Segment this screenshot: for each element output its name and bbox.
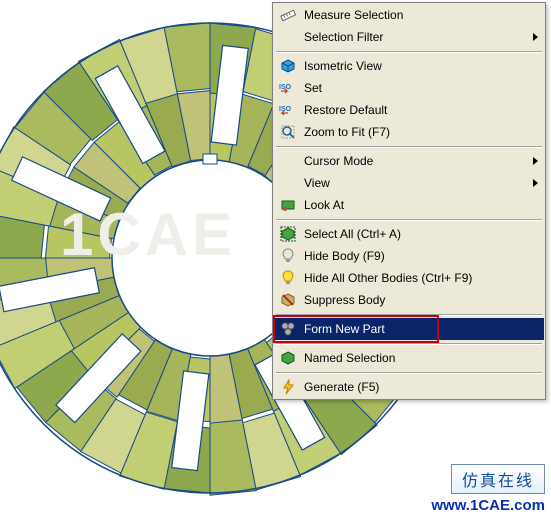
generate-icon bbox=[278, 378, 298, 396]
context-menu[interactable]: Measure Selection Selection Filter Isometr… bbox=[272, 2, 546, 400]
submenu-arrow-icon bbox=[533, 33, 538, 41]
iso-restore-icon: ISO bbox=[278, 101, 298, 119]
svg-text:ISO: ISO bbox=[279, 106, 292, 113]
suppress-icon bbox=[278, 291, 298, 309]
menu-item-generate-f5[interactable]: Generate (F5) bbox=[274, 376, 544, 398]
blank-icon bbox=[278, 152, 298, 170]
select-all-icon bbox=[278, 225, 298, 243]
menu-item-label: Measure Selection bbox=[304, 8, 528, 22]
menu-item-label: View bbox=[304, 176, 528, 190]
iso-cube-icon bbox=[278, 57, 298, 75]
menu-item-label: Cursor Mode bbox=[304, 154, 528, 168]
footer-url: www.1CAE.com bbox=[431, 497, 545, 514]
menu-item-set[interactable]: ISO Set bbox=[274, 77, 544, 99]
bulb-off-icon bbox=[278, 247, 298, 265]
blank-icon bbox=[278, 174, 298, 192]
menu-item-label: Restore Default bbox=[304, 103, 528, 117]
menu-item-label: Select All (Ctrl+ A) bbox=[304, 227, 528, 241]
bulb-on-icon bbox=[278, 269, 298, 287]
submenu-arrow-icon bbox=[533, 157, 538, 165]
menu-item-look-at[interactable]: Look At bbox=[274, 194, 544, 216]
menu-item-form-new-part[interactable]: Form New Part bbox=[274, 318, 544, 340]
menu-item-restore-default[interactable]: ISO Restore Default bbox=[274, 99, 544, 121]
menu-item-hide-body-f9[interactable]: Hide Body (F9) bbox=[274, 245, 544, 267]
menu-item-measure-selection[interactable]: Measure Selection bbox=[274, 4, 544, 26]
menu-item-label: Zoom to Fit (F7) bbox=[304, 125, 528, 139]
menu-separator bbox=[276, 314, 542, 315]
menu-item-named-selection[interactable]: Named Selection bbox=[274, 347, 544, 369]
menu-item-label: Named Selection bbox=[304, 351, 528, 365]
form-part-icon bbox=[278, 320, 298, 338]
background-watermark: 1CAE bbox=[60, 200, 236, 269]
menu-item-cursor-mode[interactable]: Cursor Mode bbox=[274, 150, 544, 172]
menu-item-label: Suppress Body bbox=[304, 293, 528, 307]
menu-item-label: Isometric View bbox=[304, 59, 528, 73]
menu-item-suppress-body[interactable]: Suppress Body bbox=[274, 289, 544, 311]
zoom-fit-icon bbox=[278, 123, 298, 141]
menu-separator bbox=[276, 343, 542, 344]
submenu-arrow-icon bbox=[533, 179, 538, 187]
menu-item-hide-all-other-bodies-ctrl-f9[interactable]: Hide All Other Bodies (Ctrl+ F9) bbox=[274, 267, 544, 289]
menu-item-view[interactable]: View bbox=[274, 172, 544, 194]
menu-item-label: Generate (F5) bbox=[304, 380, 528, 394]
menu-item-label: Hide All Other Bodies (Ctrl+ F9) bbox=[304, 271, 528, 285]
iso-set-icon: ISO bbox=[278, 79, 298, 97]
menu-item-label: Selection Filter bbox=[304, 30, 528, 44]
menu-separator bbox=[276, 51, 542, 52]
ruler-icon bbox=[278, 6, 298, 24]
menu-item-label: Set bbox=[304, 81, 528, 95]
blank-icon bbox=[278, 28, 298, 46]
look-at-icon bbox=[278, 196, 298, 214]
menu-separator bbox=[276, 219, 542, 220]
menu-item-select-all-ctrl-a[interactable]: Select All (Ctrl+ A) bbox=[274, 223, 544, 245]
menu-item-label: Hide Body (F9) bbox=[304, 249, 528, 263]
menu-item-zoom-to-fit-f7[interactable]: Zoom to Fit (F7) bbox=[274, 121, 544, 143]
menu-item-selection-filter[interactable]: Selection Filter bbox=[274, 26, 544, 48]
menu-item-isometric-view[interactable]: Isometric View bbox=[274, 55, 544, 77]
footer-badge: 仿真在线 bbox=[451, 464, 545, 494]
menu-separator bbox=[276, 372, 542, 373]
menu-item-label: Look At bbox=[304, 198, 528, 212]
menu-separator bbox=[276, 146, 542, 147]
named-sel-icon bbox=[278, 349, 298, 367]
menu-item-label: Form New Part bbox=[304, 322, 528, 336]
